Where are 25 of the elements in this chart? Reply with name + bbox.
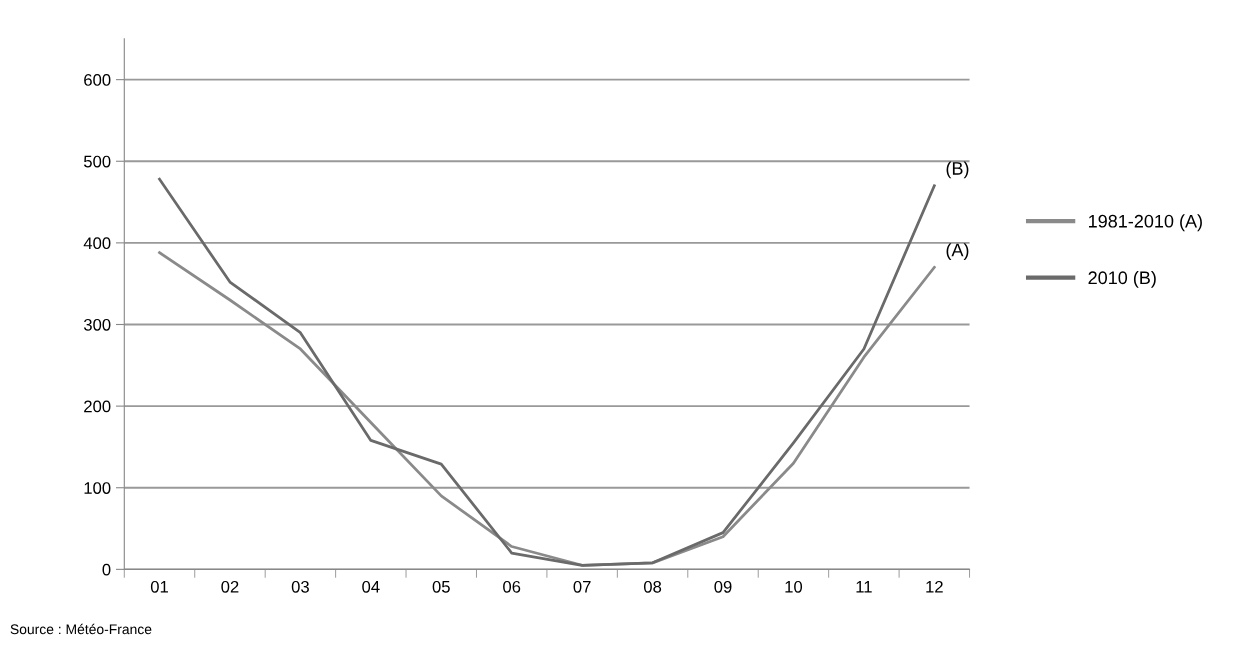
x-tick-label: 07 — [573, 580, 591, 593]
x-tick-label: 04 — [362, 580, 380, 593]
annotation: (B) — [946, 161, 969, 179]
x-tick-label: 01 — [150, 580, 168, 593]
x-tick-label: 05 — [432, 580, 450, 593]
x-tick-label: 02 — [221, 580, 239, 593]
source-note: Source : Météo-France — [10, 623, 152, 635]
y-tick-label: 600 — [84, 74, 111, 86]
y-tick-label: 200 — [84, 400, 111, 413]
legend-label: 1981-2010 (A) — [1089, 214, 1202, 232]
y-tick-label: 400 — [83, 237, 111, 250]
y-tick-label: 300 — [83, 318, 111, 331]
line-series — [158, 177, 936, 567]
x-tick-label: 09 — [714, 580, 732, 593]
y-tick-label: 100 — [84, 482, 111, 494]
y-tick-label: 0 — [102, 563, 111, 576]
x-tick-label: 12 — [926, 580, 943, 593]
x-tick-label: 06 — [503, 580, 521, 593]
legend-label: 2010 (B) — [1088, 270, 1156, 288]
x-tick-label: 03 — [291, 580, 309, 593]
x-tick-label: 11 — [856, 581, 872, 593]
x-tick-label: 10 — [785, 580, 803, 593]
y-tick-label: 500 — [83, 155, 111, 168]
annotation: (A) — [946, 243, 969, 260]
x-tick-label: 08 — [643, 580, 662, 593]
